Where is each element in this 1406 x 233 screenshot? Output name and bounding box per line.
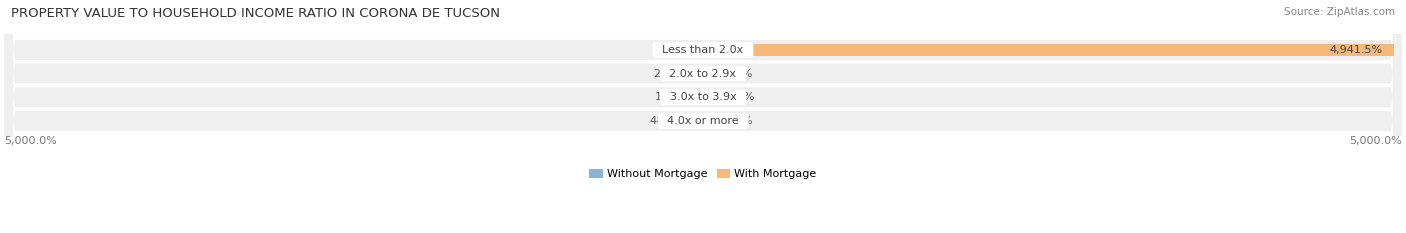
Bar [703, 44, 1393, 56]
Text: Source: ZipAtlas.com: Source: ZipAtlas.com [1284, 7, 1395, 17]
Text: Less than 2.0x: Less than 2.0x [655, 45, 751, 55]
Bar [699, 67, 703, 80]
Text: 12.0%: 12.0% [655, 45, 690, 55]
Bar [703, 67, 706, 80]
Text: PROPERTY VALUE TO HOUSEHOLD INCOME RATIO IN CORONA DE TUCSON: PROPERTY VALUE TO HOUSEHOLD INCOME RATIO… [11, 7, 501, 20]
Text: 48.8%: 48.8% [650, 116, 685, 126]
FancyBboxPatch shape [4, 0, 1402, 233]
FancyBboxPatch shape [4, 0, 1402, 233]
Text: 35.2%: 35.2% [718, 92, 755, 102]
Bar [702, 44, 703, 56]
Text: 4.0x or more: 4.0x or more [661, 116, 745, 126]
Text: 2.0x to 2.9x: 2.0x to 2.9x [662, 69, 744, 79]
FancyBboxPatch shape [4, 0, 1402, 233]
Text: 5,000.0%: 5,000.0% [4, 136, 56, 146]
FancyBboxPatch shape [4, 0, 1402, 233]
Bar [702, 91, 703, 103]
Text: 3.0x to 3.9x: 3.0x to 3.9x [662, 92, 744, 102]
Bar [703, 115, 706, 127]
Text: 4,941.5%: 4,941.5% [1329, 45, 1382, 55]
Legend: Without Mortgage, With Mortgage: Without Mortgage, With Mortgage [585, 164, 821, 184]
Bar [703, 91, 707, 103]
Text: 5,000.0%: 5,000.0% [1350, 136, 1402, 146]
Text: 26.4%: 26.4% [652, 69, 688, 79]
Text: 21.5%: 21.5% [717, 69, 752, 79]
Text: 23.2%: 23.2% [717, 116, 754, 126]
Text: 12.8%: 12.8% [655, 92, 690, 102]
Bar [696, 115, 703, 127]
